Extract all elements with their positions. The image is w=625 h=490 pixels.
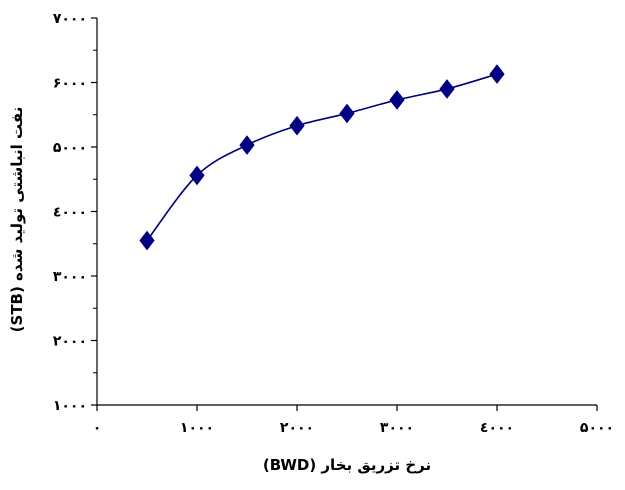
y-tick-label: ۱۰۰۰ — [53, 398, 87, 414]
y-axis-title: نفت انباشتی تولید شده (STB) — [8, 107, 26, 333]
series — [146, 73, 498, 242]
x-tick-label: ۱۰۰۰ — [180, 420, 214, 436]
y-tick-label: ۳۰۰۰ — [53, 269, 87, 285]
x-axis-title: نرخ تزریق بخار (BWD) — [263, 456, 431, 474]
x-tick-label: ٤۰۰۰ — [480, 420, 514, 436]
x-tick-label: ۲۰۰۰ — [280, 420, 314, 436]
data-point — [339, 103, 355, 124]
y-tick-label: ۶۰۰۰ — [53, 76, 87, 92]
data-point — [289, 115, 305, 136]
data-points — [139, 64, 505, 251]
data-point — [189, 165, 205, 186]
x-tick-label: ۰ — [93, 420, 102, 436]
series-line — [146, 73, 498, 242]
data-point — [239, 135, 255, 155]
data-point — [389, 90, 405, 110]
data-point — [439, 79, 455, 99]
ticks: ۱۰۰۰ ۲۰۰۰ ۳۰۰۰ ٤۰۰۰ ۵۰۰۰ ۶۰۰۰ ۷۰۰۰ ۰ ۱۰۰۰ ۲۰۰۰ ۳۰۰… — [53, 11, 614, 436]
y-tick-label: ٤۰۰۰ — [53, 205, 87, 221]
x-tick-label: ۳۰۰۰ — [380, 420, 414, 436]
x-tick-label: ۵۰۰۰ — [580, 420, 614, 436]
y-tick-label: ۲۰۰۰ — [53, 334, 87, 350]
y-tick-label: ۷۰۰۰ — [53, 11, 87, 27]
y-tick-label: ۵۰۰۰ — [53, 140, 87, 156]
data-point — [139, 230, 155, 251]
data-point — [489, 64, 505, 84]
axes — [96, 18, 597, 406]
